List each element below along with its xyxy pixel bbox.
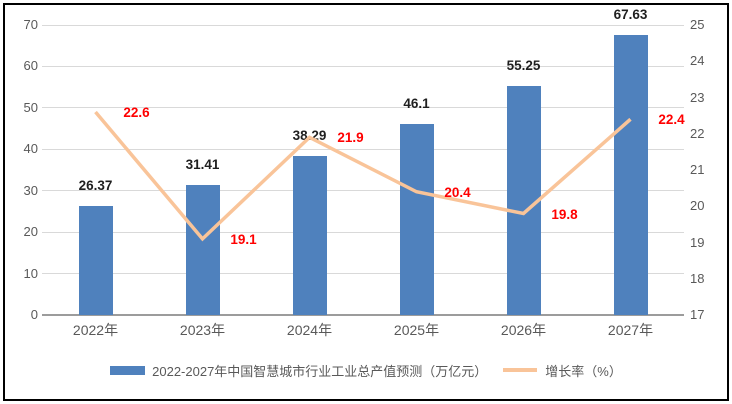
- line-value-label: 19.1: [230, 231, 257, 247]
- right-axis-tick-label: 22: [690, 125, 705, 141]
- left-axis-tick-label: 50: [23, 99, 38, 115]
- right-axis-tick-label: 21: [690, 162, 705, 177]
- bar: [78, 205, 113, 315]
- x-axis-category-label: 2024年: [286, 322, 333, 338]
- right-axis-tick-label: 20: [690, 198, 705, 214]
- bar-value-label: 31.41: [185, 156, 220, 172]
- left-axis-tick-label: 40: [23, 141, 38, 157]
- x-axis-category-label: 2025年: [393, 322, 440, 338]
- line-value-label: 22.6: [123, 105, 150, 120]
- bar-series-swatch: [110, 365, 146, 375]
- right-axis-tick-label: 18: [690, 270, 705, 286]
- gridline: [42, 273, 684, 275]
- line-value-label: 20.4: [444, 184, 471, 200]
- right-axis-tick-label: 25: [690, 17, 705, 32]
- gridline: [42, 107, 684, 109]
- line-value-label: 21.9: [337, 130, 364, 146]
- left-axis-tick-label: 30: [23, 182, 38, 198]
- right-axis-tick-label: 24: [690, 53, 705, 69]
- right-axis-tick-label: 19: [690, 234, 705, 250]
- gridline: [42, 190, 684, 192]
- left-axis-tick-label: 60: [23, 58, 38, 74]
- line-series-swatch: [503, 368, 538, 372]
- gridline: [42, 24, 684, 26]
- line-value-label: 22.4: [658, 112, 685, 128]
- gridline: [42, 65, 684, 67]
- bar: [185, 184, 220, 315]
- bar-value-label: 26.37: [78, 177, 113, 193]
- right-axis-tick-label: 17: [690, 307, 705, 322]
- left-axis-tick-label: 10: [23, 265, 38, 281]
- legend: 2022-2027年中国智慧城市行业工业总产值预测（万亿元） 增长率（%）: [0, 360, 732, 380]
- bar: [292, 156, 327, 315]
- bar-value-label: 46.1: [403, 96, 430, 111]
- bar: [506, 86, 541, 315]
- x-axis-category-label: 2023年: [179, 322, 226, 338]
- right-axis-tick-label: 23: [690, 89, 705, 105]
- left-axis-tick-label: 0: [30, 307, 38, 322]
- left-axis-tick-label: 20: [23, 224, 38, 240]
- bar-value-label: 55.25: [506, 58, 541, 74]
- bar-value-label: 67.63: [613, 6, 648, 22]
- bar: [613, 34, 648, 315]
- bar: [399, 124, 434, 315]
- line-value-label: 19.8: [551, 206, 578, 222]
- line-series-legend-label: 增长率（%）: [545, 363, 622, 379]
- bar-series-legend-label: 2022-2027年中国智慧城市行业工业总产值预测（万亿元）: [152, 363, 488, 379]
- x-axis-category-label: 2027年: [607, 322, 654, 338]
- gridline: [42, 148, 684, 150]
- gridline: [42, 231, 684, 233]
- x-axis-category-label: 2026年: [500, 322, 547, 338]
- x-axis-category-label: 2022年: [72, 322, 119, 338]
- x-axis-line: [42, 314, 684, 316]
- left-axis-tick-label: 70: [23, 17, 38, 32]
